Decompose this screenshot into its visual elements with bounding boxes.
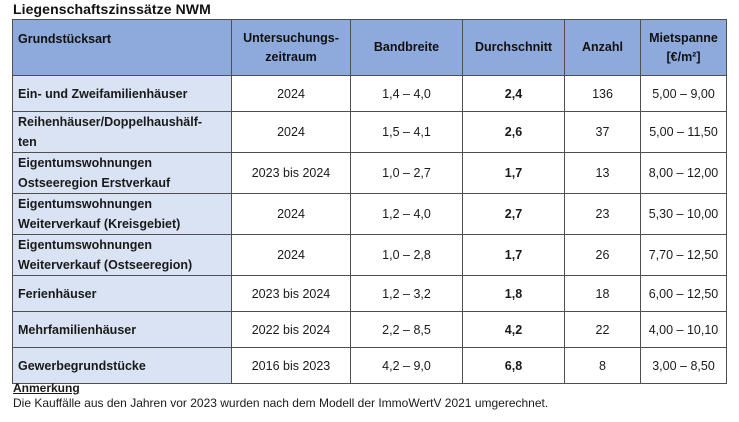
table-row: Eigentumswohnungen Weiterverkauf (Kreisge… [12, 193, 727, 235]
count-cell: 37 [564, 111, 641, 153]
count-cell: 136 [564, 75, 641, 112]
range-cell: 1,5 – 4,1 [350, 111, 463, 153]
table-row: Eigentumswohnungen Weiterverkauf (Ostseer… [12, 234, 727, 276]
average-cell: 2,4 [462, 75, 565, 112]
footnote-heading: Anmerkung [13, 381, 80, 395]
average-cell: 1,8 [462, 275, 565, 312]
property-type-cell: Eigentumswohnungen Weiterverkauf (Ostseer… [12, 234, 232, 276]
average-cell: 1,7 [462, 152, 565, 194]
property-type-cell: Reihenhäuser/Doppelhaushälf-ten [12, 111, 232, 153]
footnote-text: Die Kauffälle aus den Jahren vor 2023 wu… [13, 396, 549, 410]
range-cell: 4,2 – 9,0 [350, 347, 463, 384]
table-row: Gewerbegrundstücke 2016 bis 2023 4,2 – 9,0… [12, 347, 727, 384]
table-row: Ein- und Zweifamilienhäuser 2024 1,4 – 4,0… [12, 75, 727, 112]
rates-table: Grundstücksart Untersuchungs-zeitraum Ba… [12, 19, 727, 384]
count-cell: 26 [564, 234, 641, 276]
period-cell: 2024 [231, 75, 351, 112]
rent-range-cell: 8,00 – 12,00 [640, 152, 727, 194]
table-row: Eigentumswohnungen Ostseeregion Erstverka… [12, 152, 727, 194]
period-cell: 2016 bis 2023 [231, 347, 351, 384]
count-cell: 23 [564, 193, 641, 235]
range-cell: 1,0 – 2,7 [350, 152, 463, 194]
range-cell: 1,0 – 2,8 [350, 234, 463, 276]
page-title: Liegenschaftszinssätze NWM [13, 1, 211, 17]
average-cell: 4,2 [462, 311, 565, 348]
count-cell: 22 [564, 311, 641, 348]
column-header: Anzahl [564, 19, 641, 76]
column-header: Bandbreite [350, 19, 463, 76]
average-cell: 2,7 [462, 193, 565, 235]
range-cell: 1,2 – 4,0 [350, 193, 463, 235]
count-cell: 13 [564, 152, 641, 194]
period-cell: 2024 [231, 193, 351, 235]
average-cell: 2,6 [462, 111, 565, 153]
period-cell: 2024 [231, 234, 351, 276]
rent-range-cell: 5,00 – 9,00 [640, 75, 727, 112]
table-header-row: Grundstücksart Untersuchungs-zeitraum Ba… [12, 19, 727, 76]
range-cell: 1,2 – 3,2 [350, 275, 463, 312]
table-row: Ferienhäuser 2023 bis 2024 1,2 – 3,2 1,8 18 6… [12, 275, 727, 312]
count-cell: 18 [564, 275, 641, 312]
table-row: Reihenhäuser/Doppelhaushälf-ten 2024 1,5 –… [12, 111, 727, 153]
rent-range-cell: 5,00 – 11,50 [640, 111, 727, 153]
property-type-cell: Ein- und Zweifamilienhäuser [12, 75, 232, 112]
count-cell: 8 [564, 347, 641, 384]
property-type-cell: Ferienhäuser [12, 275, 232, 312]
rent-range-cell: 7,70 – 12,50 [640, 234, 727, 276]
column-header: Mietspanne [€/m²] [640, 19, 727, 76]
average-cell: 1,7 [462, 234, 565, 276]
period-cell: 2023 bis 2024 [231, 152, 351, 194]
range-cell: 1,4 – 4,0 [350, 75, 463, 112]
period-cell: 2024 [231, 111, 351, 153]
footnote: Anmerkung Die Kauffälle aus den Jahren v… [13, 381, 548, 411]
average-cell: 6,8 [462, 347, 565, 384]
table-row: Mehrfamilienhäuser 2022 bis 2024 2,2 – 8,5… [12, 311, 727, 348]
column-header: Untersuchungs-zeitraum [231, 19, 351, 76]
rent-range-cell: 3,00 – 8,50 [640, 347, 727, 384]
column-header: Grundstücksart [12, 19, 232, 76]
rent-range-cell: 5,30 – 10,00 [640, 193, 727, 235]
table-body: Ein- und Zweifamilienhäuser 2024 1,4 – 4,0… [12, 75, 727, 384]
range-cell: 2,2 – 8,5 [350, 311, 463, 348]
period-cell: 2022 bis 2024 [231, 311, 351, 348]
property-type-cell: Gewerbegrundstücke [12, 347, 232, 384]
period-cell: 2023 bis 2024 [231, 275, 351, 312]
rent-range-cell: 6,00 – 12,50 [640, 275, 727, 312]
property-type-cell: Eigentumswohnungen Ostseeregion Erstverka… [12, 152, 232, 194]
property-type-cell: Eigentumswohnungen Weiterverkauf (Kreisge… [12, 193, 232, 235]
property-type-cell: Mehrfamilienhäuser [12, 311, 232, 348]
rent-range-cell: 4,00 – 10,10 [640, 311, 727, 348]
column-header: Durchschnitt [462, 19, 565, 76]
